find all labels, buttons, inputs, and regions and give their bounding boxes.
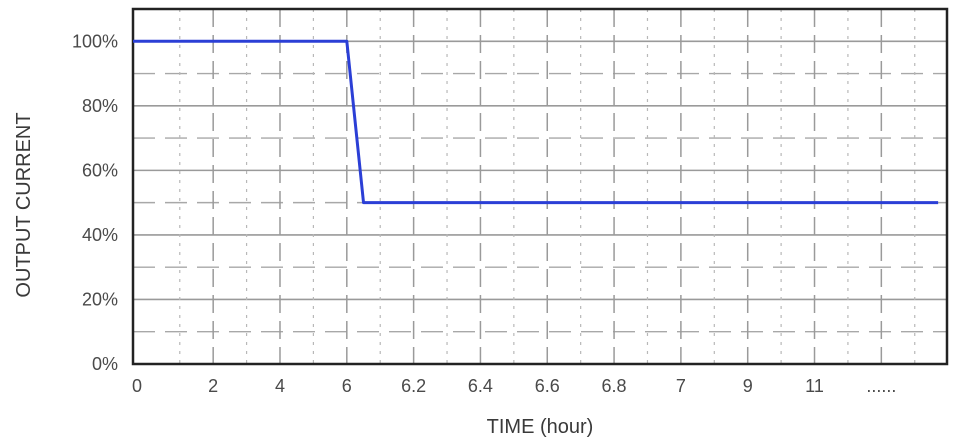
y-tick-label: 60% <box>82 160 118 180</box>
y-tick-label: 20% <box>82 289 118 309</box>
x-tick-label: 9 <box>743 376 753 396</box>
x-tick-label: 4 <box>275 376 285 396</box>
x-tick-label: 6.4 <box>468 376 493 396</box>
x-tick-label: 2 <box>208 376 218 396</box>
x-tick-label: 11 <box>805 376 824 396</box>
y-tick-label: 80% <box>82 96 118 116</box>
series-layer <box>133 39 939 205</box>
y-tick-label: 40% <box>82 225 118 245</box>
x-tick-label: 6.8 <box>602 376 627 396</box>
y-tick-labels: 0% 20% 40% 60% 80% 100% <box>72 31 118 374</box>
x-tick-labels: 0 2 4 6 6.2 6.4 6.6 6.8 7 9 11...... <box>132 376 896 396</box>
series-line-0 <box>133 39 939 205</box>
x-tick-label: ...... <box>866 376 896 396</box>
x-tick-label: 6.2 <box>401 376 426 396</box>
y-axis-label: OUTPUT CURRENT <box>13 112 35 297</box>
x-tick-label: 7 <box>676 376 686 396</box>
x-tick-label: 6 <box>342 376 352 396</box>
y-tick-label: 100% <box>72 31 118 51</box>
x-tick-label: 6.6 <box>535 376 560 396</box>
x-axis-label: TIME (hour) <box>487 416 594 438</box>
grid <box>133 9 947 364</box>
plot-frame <box>131 7 949 366</box>
y-tick-label: 0% <box>92 354 118 374</box>
x-tick-label: 0 <box>132 376 142 396</box>
